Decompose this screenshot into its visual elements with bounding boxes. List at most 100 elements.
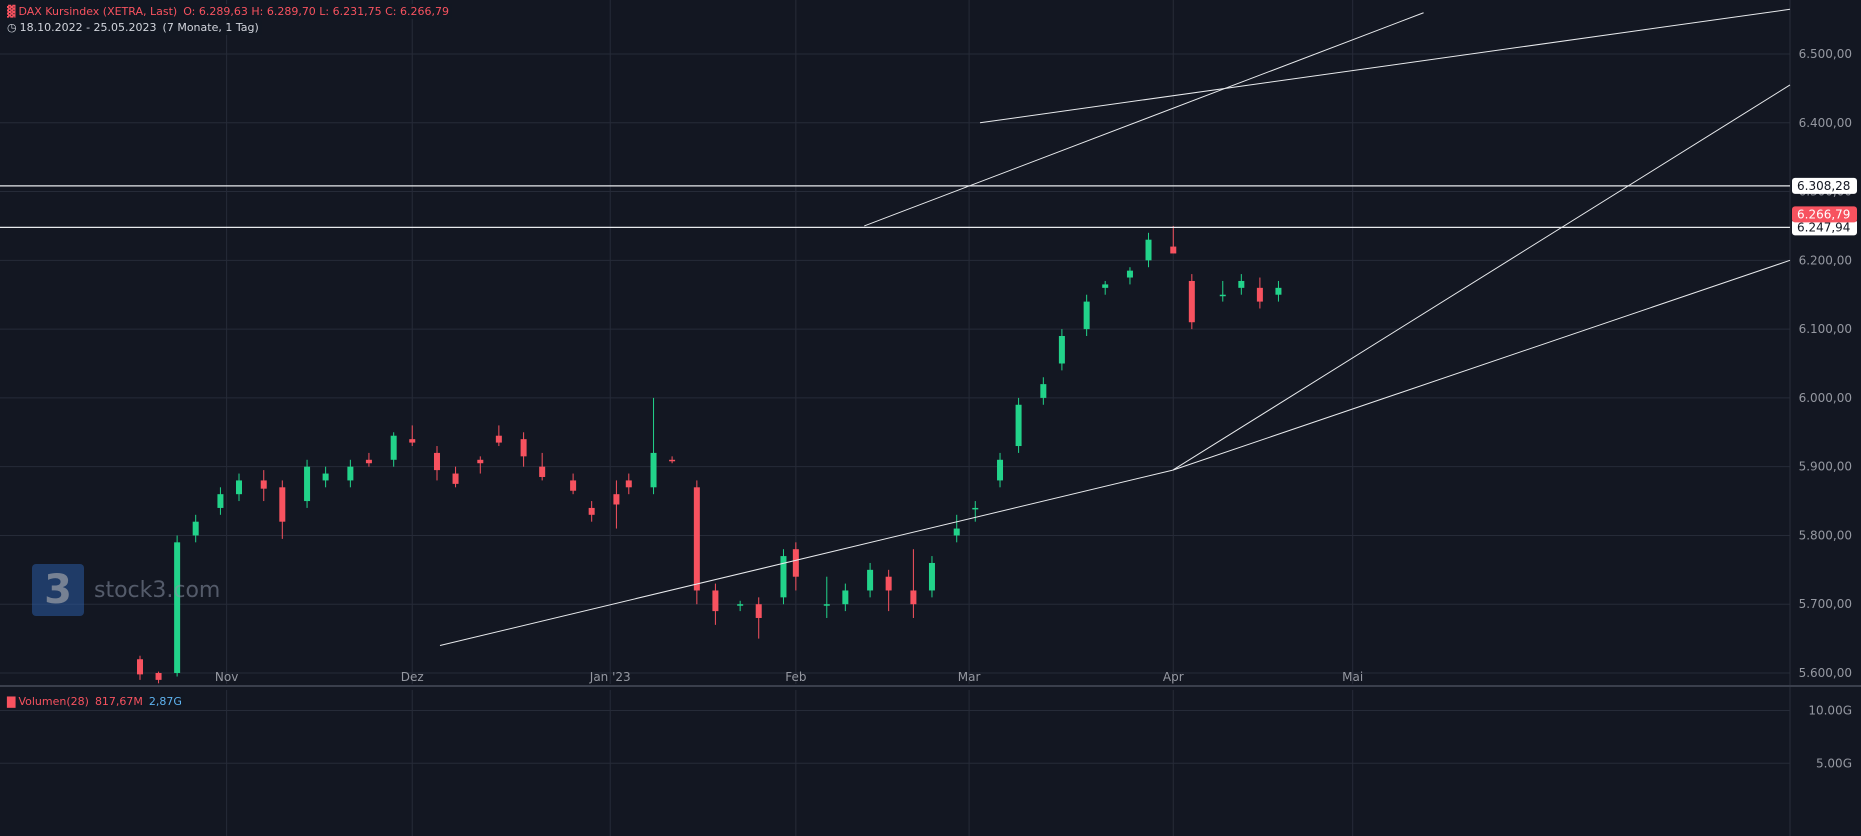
trendline: [864, 12, 1424, 227]
level-tag-bg: [1792, 177, 1857, 194]
volume-legend: ▇ Volumen(28) 817,67M 2,87G: [4, 694, 185, 709]
candle-body: [1102, 284, 1109, 288]
candle-body: [570, 480, 577, 491]
last-price-label: 6.266,79: [1797, 207, 1850, 221]
x-tick-label: Feb: [785, 670, 806, 684]
candle-body: [347, 466, 354, 481]
candle-body: [997, 459, 1004, 481]
clock-icon: ◷: [7, 21, 17, 34]
candle-body: [1126, 270, 1133, 278]
volume-icon: ▇: [7, 695, 16, 708]
candle-body: [712, 590, 719, 612]
range-duration: (7 Monate, 1 Tag): [162, 21, 259, 34]
candle-body: [1256, 287, 1263, 302]
symbol-name: DAX Kursindex (XETRA, Last): [18, 5, 178, 18]
candle-body: [693, 487, 700, 591]
candle-body: [867, 569, 874, 591]
level-tag-label: 6.308,28: [1797, 179, 1850, 193]
trendline: [1172, 259, 1791, 471]
level-tag-bg: [1792, 219, 1857, 236]
bar-chart-icon: ▓: [7, 5, 16, 18]
last-price-tag-bg: [1792, 206, 1857, 223]
symbol-legend: ▓ DAX Kursindex (XETRA, Last) O: 6.289,63 …: [4, 4, 452, 19]
candle-body: [217, 494, 224, 508]
watermark: 3 stock3.com: [32, 564, 220, 616]
candle-body: [495, 435, 502, 443]
candle-body: [737, 604, 744, 606]
candle-body: [1170, 246, 1177, 254]
y-tick-label: 6.100,00: [1799, 322, 1852, 336]
trendline: [1172, 84, 1791, 471]
level-price-tag: 6.247,94: [1792, 219, 1857, 236]
y-tick-label: 5.800,00: [1799, 528, 1852, 542]
y-tick-label: 6.000,00: [1799, 391, 1852, 405]
x-tick-label: Jan '23: [589, 670, 631, 684]
candle-body: [842, 590, 849, 605]
volume-value: 817,67M: [94, 695, 143, 708]
y-tick-label: 6.200,00: [1799, 253, 1852, 267]
candle-body: [1040, 384, 1047, 398]
candle-body: [452, 473, 459, 484]
candle-body: [260, 480, 267, 489]
candle-body: [174, 542, 181, 673]
candle-body: [192, 521, 199, 536]
ohlc-values: O: 6.289,63 H: 6.289,70 L: 6.231,75 C: 6…: [183, 5, 449, 18]
candle-body: [409, 439, 416, 443]
candle-body: [304, 466, 311, 502]
candle-body: [1275, 287, 1282, 295]
x-tick-label: Dez: [401, 670, 424, 684]
y-tick-label: 6.500,00: [1799, 47, 1852, 61]
y-tick-label: 5.700,00: [1799, 597, 1852, 611]
candle-body: [477, 459, 484, 464]
candle-body: [910, 590, 917, 605]
candle-body: [588, 507, 595, 515]
candle-body: [885, 576, 892, 591]
y-tick-label: 5.600,00: [1799, 666, 1852, 680]
trendline: [979, 8, 1791, 124]
candle-body: [613, 494, 620, 505]
candle-body: [1083, 301, 1090, 330]
candle-body: [1238, 280, 1245, 288]
candle-body: [520, 439, 527, 457]
volume-ma-value: 2,87G: [148, 695, 182, 708]
y-tick-label: 5.900,00: [1799, 460, 1852, 474]
candle-body: [235, 480, 242, 495]
x-tick-label: Mar: [958, 670, 981, 684]
candle-body: [390, 435, 397, 460]
y-tick-label: 6.400,00: [1799, 116, 1852, 130]
candle-body: [279, 487, 286, 522]
candle-body: [972, 507, 979, 510]
candle-body: [322, 473, 329, 481]
candle-body: [1145, 239, 1152, 261]
candle-body: [1188, 280, 1195, 323]
candle-body: [953, 528, 960, 536]
candle-body: [365, 459, 372, 464]
level-tag-label: 6.247,94: [1797, 220, 1850, 234]
volume-tick-label: 5.00G: [1816, 756, 1852, 770]
candle-body: [433, 452, 440, 471]
candle-body: [1015, 404, 1022, 447]
candle-body: [137, 659, 143, 675]
volume-label: Volumen(28): [18, 695, 89, 708]
candle-body: [780, 556, 787, 598]
level-price-tag: 6.308,28: [1792, 177, 1857, 194]
candle-body: [1058, 335, 1065, 364]
volume-tick-label: 10.00G: [1808, 704, 1852, 718]
candle-body: [669, 459, 676, 462]
candle-body: [539, 466, 546, 477]
candle-body: [755, 604, 762, 618]
stock3-logo: 3: [32, 564, 84, 616]
date-range: 18.10.2022 - 25.05.2023: [19, 21, 157, 34]
candle-body: [1219, 294, 1226, 297]
trendline: [439, 469, 1173, 646]
candle-body: [928, 562, 935, 591]
x-tick-label: Apr: [1163, 670, 1184, 684]
candle-body: [792, 549, 799, 577]
candle-body: [155, 673, 162, 680]
watermark-text: stock3.com: [94, 577, 221, 603]
x-tick-label: Mai: [1342, 670, 1363, 684]
candle-body: [650, 452, 657, 488]
candle-body: [625, 480, 632, 488]
range-legend: ◷ 18.10.2022 - 25.05.2023 (7 Monate, 1 Tag…: [4, 20, 262, 35]
